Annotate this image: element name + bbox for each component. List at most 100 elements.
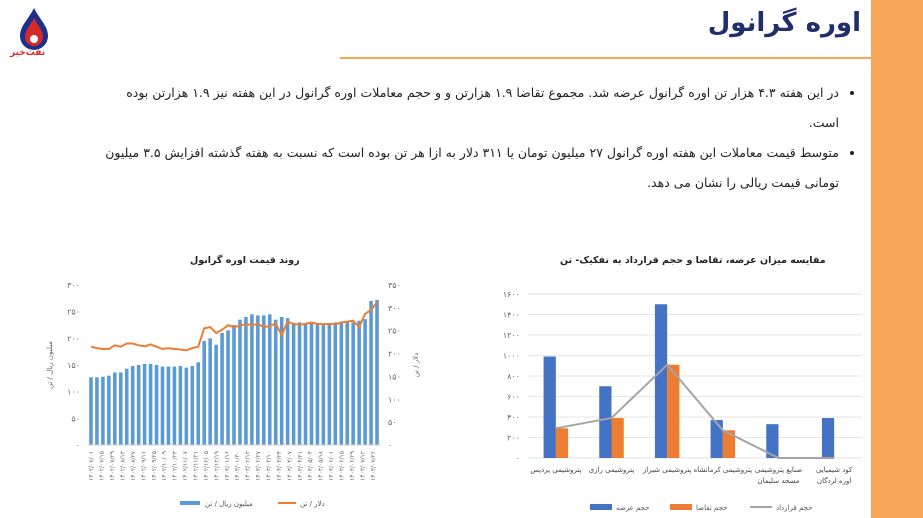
legend-swatch-rial xyxy=(180,501,200,505)
legend-swatch-supply xyxy=(590,504,612,510)
category-label: پتروشیمی پردیس xyxy=(530,466,581,474)
contract-volume-line xyxy=(555,363,835,459)
price-bar xyxy=(285,318,290,445)
y2-tick-label: ۳۰۰ xyxy=(388,304,401,313)
price-bar xyxy=(101,376,105,445)
x-tick-label: ۱۴۰۳/۰۷/۲۶ xyxy=(370,451,377,481)
y-tick-label: ۲۵۰ xyxy=(67,308,80,317)
price-bar xyxy=(279,317,284,445)
x-tick-label: ۱۴۰۳/۰۶/۲۹ xyxy=(349,451,356,481)
price-bar xyxy=(118,372,123,445)
logo-text: نفت‌خبر xyxy=(10,48,46,58)
legend-label-supply: حجم عرضه xyxy=(616,504,649,512)
legend-label-rial: میلیون ریال / تن xyxy=(205,500,253,508)
y-tick-label: ۱۵۰ xyxy=(67,361,80,370)
price-trend-chart: ۰ ۵۰ ۱۰۰ ۱۵۰ ۲۰۰ ۲۵۰ ۳۰۰ ۰ ۵۰ ۱۰۰ ۱۵۰ ۲۰۰ ۲۵۰ ۳۰۰ ۳۵۰ م… xyxy=(46,281,420,508)
x-tick-label: ۱۴۰۲/۰۹/۲۵ xyxy=(151,451,158,481)
price-bar xyxy=(345,322,350,445)
bar-supply xyxy=(821,418,835,458)
price-bar xyxy=(154,365,159,445)
legend-label-demand: حجم تقاضا xyxy=(696,504,727,512)
y-tick-label: ۱۰۰ xyxy=(67,388,80,397)
x-tick-label: ۱۴۰۳/۰۳/۲۴ xyxy=(276,451,283,481)
bar-demand xyxy=(555,428,569,458)
price-bar xyxy=(315,323,320,445)
x-tick-label: ۱۴۰۲/۱۲/۰۵ xyxy=(203,451,210,481)
price-bar xyxy=(196,362,201,445)
y2-tick-label: ۵۰ xyxy=(388,418,397,427)
price-bar xyxy=(220,333,224,445)
x-tick-label: ۱۴۰۳/۰۲/۱۳ xyxy=(245,450,252,481)
legend-label-usd: دلار / تن xyxy=(300,500,325,508)
y-tick-label: ۱۴۰۰ xyxy=(503,311,520,320)
y-tick-label: ۲۰۰ xyxy=(507,434,520,443)
x-tick-label: ۱۴۰۳/۰۱/۳۰ xyxy=(234,451,241,481)
bar-supply xyxy=(766,424,779,458)
bar-supply xyxy=(543,356,556,458)
bar-supply xyxy=(710,420,723,458)
y2-tick-label: ۳۵۰ xyxy=(388,281,401,290)
bar-supply xyxy=(599,386,612,458)
category-label: پتروشیمی شیراز xyxy=(642,466,692,474)
price-bar xyxy=(339,322,344,445)
bar-supply xyxy=(654,304,668,458)
price-bar xyxy=(208,338,212,445)
price-bar xyxy=(333,322,338,445)
price-bar xyxy=(202,341,206,445)
price-bar xyxy=(256,315,260,445)
y2-axis-label: دلار / تن xyxy=(412,353,420,378)
y-tick-label: ۶۰۰ xyxy=(507,393,520,402)
summary-bullets: در این هفته ۴.۳ هزار تن اوره گرانول عرضه… xyxy=(93,78,853,198)
x-tick-label: ۱۴۰۲/۰۷/۱۵ xyxy=(99,451,106,481)
price-bar xyxy=(130,366,135,445)
x-tick-label: ۱۴۰۳/۰۲/۲۷ xyxy=(255,450,262,481)
company-logo xyxy=(14,6,54,66)
price-bar xyxy=(250,314,254,445)
x-tick-label: ۱۴۰۲/۰۷/۰۱ xyxy=(88,451,95,481)
y-tick-label: ۱۶۰۰ xyxy=(503,290,520,299)
price-bar xyxy=(369,301,373,445)
price-bar xyxy=(262,315,266,445)
price-bar xyxy=(351,322,355,445)
category-label: پتروشیمی کرمانشاه xyxy=(694,466,753,474)
price-bar xyxy=(190,366,195,445)
x-tick-label: ۱۴۰۲/۱۱/۲۱ xyxy=(193,451,200,481)
usd-price-line xyxy=(90,301,378,352)
title-underline xyxy=(340,57,871,59)
category-label: پتروشیمی رازی xyxy=(589,466,635,474)
price-bar xyxy=(89,377,93,445)
price-bar xyxy=(297,322,302,445)
bullet-item: متوسط قیمت معاملات این هفته اوره گرانول … xyxy=(93,138,839,198)
price-bar xyxy=(178,366,183,445)
x-tick-label: ۱۴۰۲/۱۱/۰۷ xyxy=(182,450,189,481)
y-tick-label: ۱۲۰۰ xyxy=(503,331,520,340)
bullet-item: در این هفته ۴.۳ هزار تن اوره گرانول عرضه… xyxy=(93,78,839,138)
y2-tick-label: ۰ xyxy=(388,441,392,450)
y-tick-label: ۴۰۰ xyxy=(507,413,520,422)
y-tick-label: ۱۰۰۰ xyxy=(503,352,520,361)
price-bar xyxy=(148,363,153,445)
accent-side-bar xyxy=(871,0,923,518)
price-bar xyxy=(136,365,141,445)
x-tick-label: ۱۴۰۳/۰۵/۰۴ xyxy=(307,451,314,481)
price-bar xyxy=(166,366,171,445)
price-bar xyxy=(375,299,379,445)
logo-drop-icon xyxy=(20,8,48,50)
y-tick-label: ۰ xyxy=(516,454,520,463)
legend-swatch-demand xyxy=(670,504,692,510)
price-bar xyxy=(226,330,230,445)
x-tick-label: ۱۴۰۳/۰۴/۲۱ xyxy=(297,451,304,481)
y2-tick-label: ۲۰۰ xyxy=(388,350,401,359)
x-tick-label: ۱۴۰۳/۰۶/۱۵ xyxy=(339,451,346,481)
price-bar xyxy=(184,367,189,445)
supply-demand-chart-title: مقایسه میزان عرضه، تقاضا و حجم قرارداد ب… xyxy=(560,255,826,266)
price-bar xyxy=(291,323,296,445)
price-bar xyxy=(267,314,272,445)
y2-tick-label: ۱۰۰ xyxy=(388,395,401,404)
x-tick-label: ۱۴۰۲/۰۸/۱۳ xyxy=(120,450,127,481)
y-axis-label: میلیون ریال / تن xyxy=(46,341,54,389)
price-bar xyxy=(214,344,218,445)
x-tick-label: ۱۴۰۲/۰۸/۲۷ xyxy=(130,450,137,481)
x-tick-label: ۱۴۰۳/۰۷/۱۲ xyxy=(359,451,366,481)
y-tick-label: ۵۰ xyxy=(71,414,80,423)
